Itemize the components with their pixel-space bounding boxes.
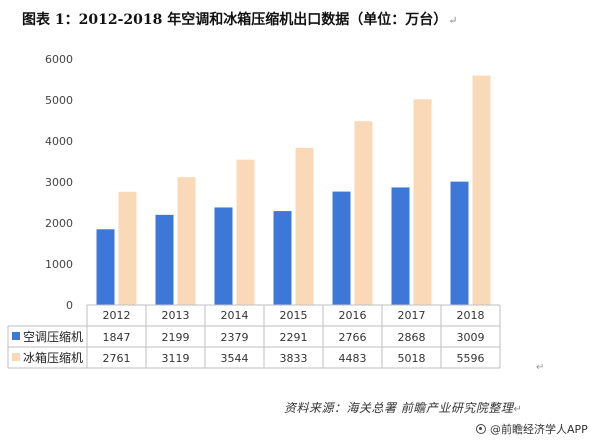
table-cell-value: 3833 (280, 352, 308, 365)
x-tick-label: 2012 (103, 309, 131, 322)
table-cell-value: 2766 (339, 331, 367, 344)
bar-ac-compressor (273, 211, 292, 305)
table-cell-value: 3544 (221, 352, 249, 365)
table-cell-value: 3009 (457, 331, 485, 344)
chart-title-text: 图表 1：2012-2018 年空调和冰箱压缩机出口数据（单位：万台） (22, 12, 448, 28)
table-cell-value: 2761 (103, 352, 131, 365)
y-tick-label: 0 (66, 299, 73, 312)
legend-label: 空调压缩机 (23, 329, 83, 344)
watermark: @前瞻经济学人APP (476, 421, 588, 437)
x-tick-label: 2017 (398, 309, 426, 322)
bar-ac-compressor (96, 229, 115, 305)
bar-fridge-compressor (236, 159, 255, 305)
qianzhan-logo-icon (476, 424, 486, 434)
bar-fridge-compressor (472, 75, 491, 306)
paragraph-mark-icon: ↵ (513, 404, 523, 415)
table-cell-value: 2868 (398, 331, 426, 344)
bar-ac-compressor (391, 187, 410, 305)
bar-fridge-compressor (354, 121, 373, 306)
paragraph-mark-icon: ↵ (448, 14, 458, 27)
legend-label: 冰箱压缩机 (23, 350, 83, 365)
bar-fridge-compressor (413, 99, 432, 306)
legend-swatch (12, 332, 20, 340)
x-tick-label: 2018 (457, 309, 485, 322)
x-tick-label: 2015 (280, 309, 308, 322)
table-cell-value: 4483 (339, 352, 367, 365)
table-cell-value: 2199 (162, 331, 190, 344)
x-tick-label: 2014 (221, 309, 249, 322)
watermark-text: @前瞻经济学人APP (490, 423, 588, 436)
y-tick-label: 3000 (45, 176, 73, 189)
bar-ac-compressor (214, 207, 233, 305)
y-tick-label: 4000 (45, 135, 73, 148)
table-cell-value: 2291 (280, 331, 308, 344)
bar-fridge-compressor (295, 147, 314, 305)
bar-ac-compressor (155, 214, 174, 305)
table-cell-value: 1847 (103, 331, 131, 344)
bar-fridge-compressor (118, 191, 137, 305)
bar-ac-compressor (332, 191, 351, 305)
table-cell-value: 3119 (162, 352, 190, 365)
legend-swatch (12, 353, 20, 361)
y-tick-label: 5000 (45, 94, 73, 107)
chart-title: 图表 1：2012-2018 年空调和冰箱压缩机出口数据（单位：万台）↵ (22, 9, 582, 29)
y-tick-label: 1000 (45, 258, 73, 271)
x-tick-label: 2016 (339, 309, 367, 322)
source-note: 资料来源：海关总署 前瞻产业研究院整理↵ (284, 399, 522, 416)
bar-ac-compressor (450, 181, 469, 305)
x-tick-label: 2013 (162, 309, 190, 322)
table-cell-value: 5018 (398, 352, 426, 365)
bar-fridge-compressor (177, 177, 196, 305)
source-text: 资料来源：海关总署 前瞻产业研究院整理 (284, 401, 514, 415)
y-tick-label: 2000 (45, 217, 73, 230)
y-tick-label: 6000 (45, 53, 73, 66)
table-cell-value: 5596 (457, 352, 485, 365)
paragraph-mark-icon: ↵ (536, 362, 545, 373)
table-cell-value: 2379 (221, 331, 249, 344)
